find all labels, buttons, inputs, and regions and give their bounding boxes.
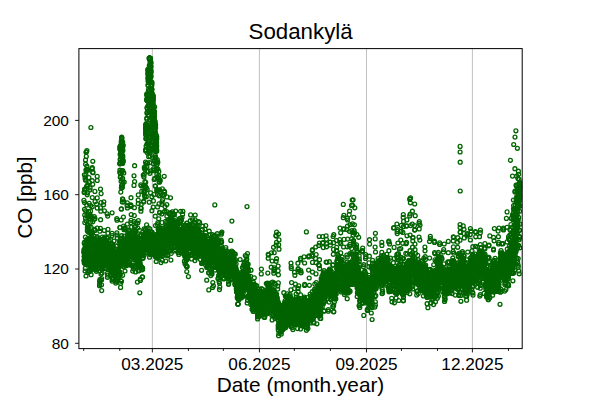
svg-text:CO [ppb]: CO [ppb] <box>13 156 36 238</box>
svg-text:200: 200 <box>43 112 69 129</box>
svg-text:03.2025: 03.2025 <box>121 354 183 374</box>
svg-text:06.2025: 06.2025 <box>228 354 290 374</box>
svg-text:80: 80 <box>52 335 70 352</box>
svg-text:09.2025: 09.2025 <box>335 354 397 374</box>
svg-text:Sodankylä: Sodankylä <box>249 19 354 44</box>
svg-text:160: 160 <box>43 186 69 203</box>
svg-text:12.2025: 12.2025 <box>441 354 503 374</box>
svg-text:120: 120 <box>43 260 69 277</box>
svg-text:Date (month.year): Date (month.year) <box>217 373 385 396</box>
